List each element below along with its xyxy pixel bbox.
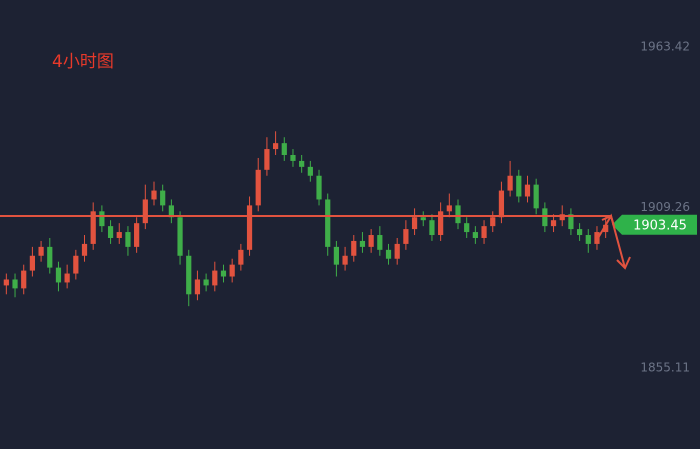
candle-body (438, 211, 444, 236)
candle-body (524, 184, 531, 197)
candle-body (516, 175, 522, 197)
candle-body (403, 229, 409, 244)
y-tick-label: 1909.26 (640, 200, 690, 214)
candle-body (186, 255, 192, 295)
candle-body (255, 169, 261, 206)
candle-body (394, 243, 400, 259)
candle-body (307, 166, 313, 176)
candle-body (533, 184, 539, 209)
candle-body (290, 155, 296, 161)
candle-body (542, 208, 548, 227)
price-tag-label: 1903.45 (633, 218, 687, 233)
candle-body (64, 273, 70, 283)
candle-body (576, 229, 583, 236)
candle-body (264, 149, 270, 170)
candle-body (21, 270, 27, 289)
candle-body (125, 232, 131, 247)
candle-body (603, 224, 609, 233)
candle-body (385, 249, 392, 259)
candle-body (29, 255, 36, 271)
candle-body (246, 205, 253, 250)
candle-body (134, 223, 140, 247)
candle-body (142, 199, 148, 224)
candle-body (359, 240, 366, 247)
candle-body (220, 270, 227, 277)
price-tag (612, 214, 697, 235)
candle-body (203, 279, 209, 286)
candle-body (455, 205, 461, 224)
candle-body (472, 232, 478, 238)
candle-body (73, 255, 79, 274)
candle-body (429, 220, 435, 236)
candle-body (585, 235, 591, 244)
candle-body (160, 190, 166, 206)
candle-body (272, 143, 279, 150)
candle-body (325, 199, 331, 247)
candle-body (411, 217, 418, 230)
candle-body (177, 217, 183, 256)
candle-body (368, 235, 374, 247)
candle-body (238, 249, 244, 265)
candle-body (481, 226, 487, 238)
chart-title: 4小时图 (52, 52, 114, 72)
candle-body (299, 160, 305, 167)
candle-body (464, 223, 470, 233)
candle-body (151, 190, 157, 200)
y-tick-label: 1963.42 (640, 40, 690, 54)
candle-body (377, 235, 383, 250)
candle-body (194, 279, 201, 295)
candle-body (446, 205, 452, 212)
candle-body (498, 190, 505, 218)
candle-body (81, 243, 88, 256)
candle-body (342, 255, 348, 265)
candle-body (333, 246, 340, 265)
candle-body (490, 217, 496, 227)
arrow-head (601, 214, 615, 227)
candle-body (568, 214, 574, 230)
candle-body (316, 175, 322, 200)
candle-body (281, 143, 287, 156)
candle-body (3, 279, 9, 286)
candle-body (107, 226, 114, 238)
candle-body (594, 232, 600, 244)
candle-body (99, 211, 105, 227)
arrow-head (616, 256, 631, 270)
candle-body (116, 232, 122, 238)
candle-body (229, 264, 235, 277)
candle-body (55, 267, 62, 283)
candle-body (559, 214, 565, 221)
candle-body (168, 205, 174, 218)
candle-body (351, 240, 357, 256)
candle-body (507, 175, 513, 191)
candle-body (90, 211, 96, 244)
candle-body (12, 279, 18, 289)
candle-body (420, 217, 426, 221)
candle-body (212, 270, 218, 286)
candle-body (47, 246, 53, 268)
y-tick-label: 1855.11 (640, 361, 690, 375)
candle-body (550, 220, 557, 227)
candle-body (38, 246, 44, 256)
